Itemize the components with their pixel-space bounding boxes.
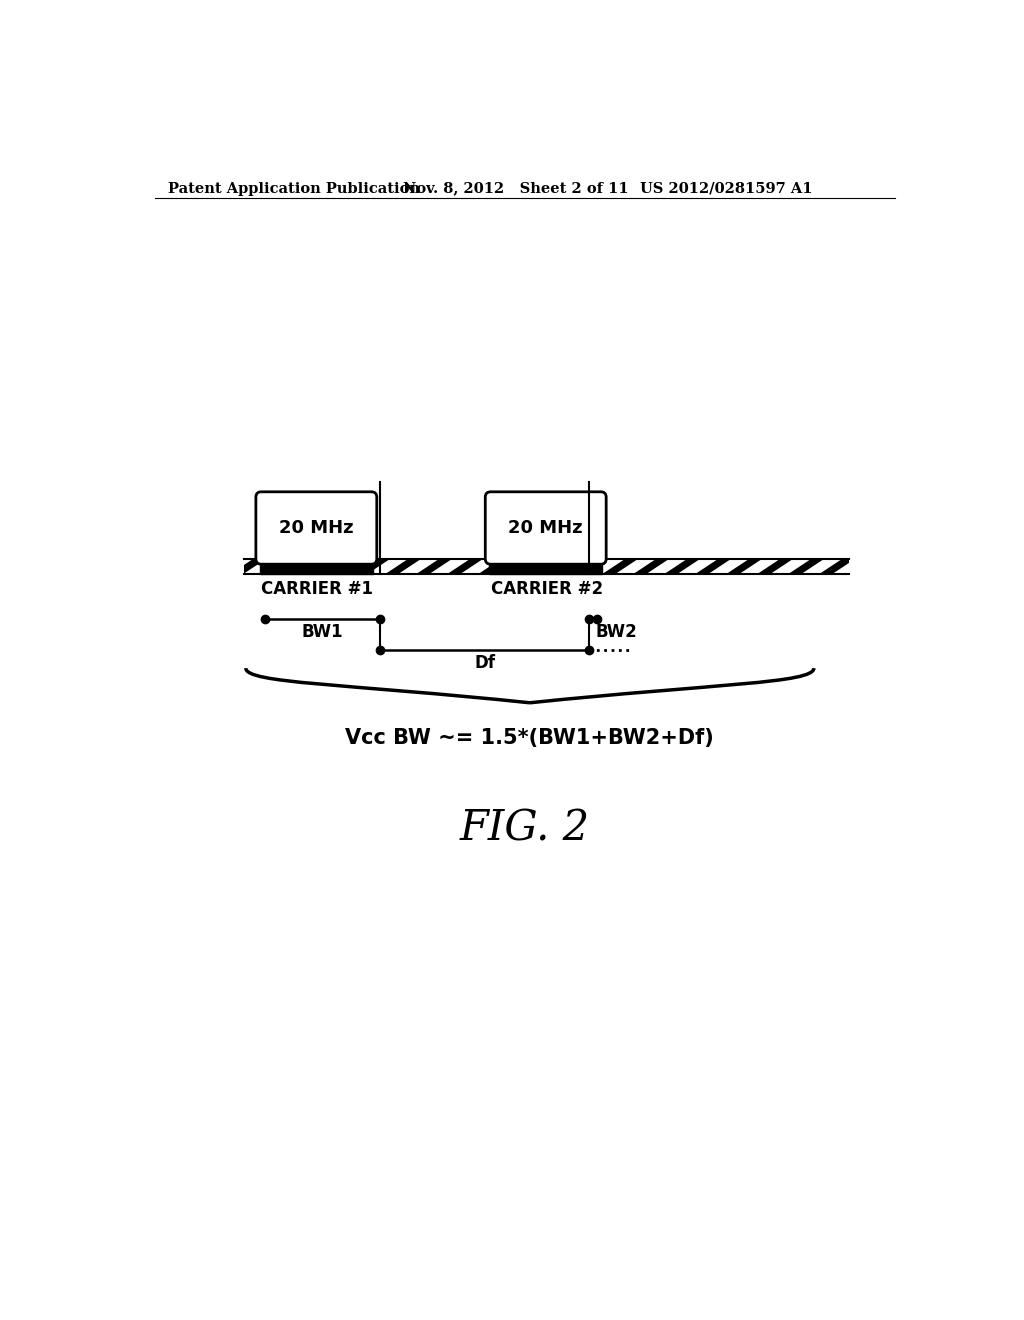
Polygon shape — [927, 558, 965, 574]
Polygon shape — [895, 558, 934, 574]
Polygon shape — [988, 558, 1024, 574]
Text: BW2: BW2 — [595, 623, 637, 642]
Bar — [489, 558, 602, 574]
Text: 20 MHz: 20 MHz — [508, 519, 583, 537]
Text: FIG. 2: FIG. 2 — [460, 808, 590, 849]
Polygon shape — [369, 558, 407, 574]
Text: US 2012/0281597 A1: US 2012/0281597 A1 — [640, 182, 812, 195]
Polygon shape — [678, 558, 717, 574]
Bar — [260, 558, 373, 574]
Polygon shape — [616, 558, 655, 574]
Polygon shape — [213, 558, 252, 574]
FancyBboxPatch shape — [256, 492, 377, 564]
Polygon shape — [957, 558, 996, 574]
Text: CARRIER #2: CARRIER #2 — [490, 579, 603, 598]
Text: Vcc BW ~= 1.5*(BW1+BW2+Df): Vcc BW ~= 1.5*(BW1+BW2+Df) — [345, 729, 714, 748]
Polygon shape — [740, 558, 779, 574]
Text: Nov. 8, 2012   Sheet 2 of 11: Nov. 8, 2012 Sheet 2 of 11 — [403, 182, 629, 195]
Polygon shape — [586, 558, 624, 574]
Polygon shape — [275, 558, 314, 574]
FancyBboxPatch shape — [485, 492, 606, 564]
Text: 20 MHz: 20 MHz — [279, 519, 353, 537]
Polygon shape — [306, 558, 345, 574]
Bar — [245, 558, 849, 574]
Polygon shape — [523, 558, 562, 574]
Text: Df: Df — [474, 655, 495, 672]
Polygon shape — [802, 558, 841, 574]
Polygon shape — [647, 558, 686, 574]
Polygon shape — [430, 558, 469, 574]
Polygon shape — [461, 558, 500, 574]
Polygon shape — [1019, 558, 1024, 574]
Polygon shape — [337, 558, 376, 574]
Polygon shape — [864, 558, 903, 574]
Polygon shape — [554, 558, 593, 574]
Polygon shape — [245, 558, 283, 574]
Text: BW1: BW1 — [302, 623, 343, 642]
Polygon shape — [493, 558, 531, 574]
Polygon shape — [710, 558, 748, 574]
Text: CARRIER #1: CARRIER #1 — [261, 579, 374, 598]
Polygon shape — [182, 558, 221, 574]
Polygon shape — [771, 558, 810, 574]
Polygon shape — [399, 558, 438, 574]
Polygon shape — [834, 558, 872, 574]
Text: Patent Application Publication: Patent Application Publication — [168, 182, 420, 195]
